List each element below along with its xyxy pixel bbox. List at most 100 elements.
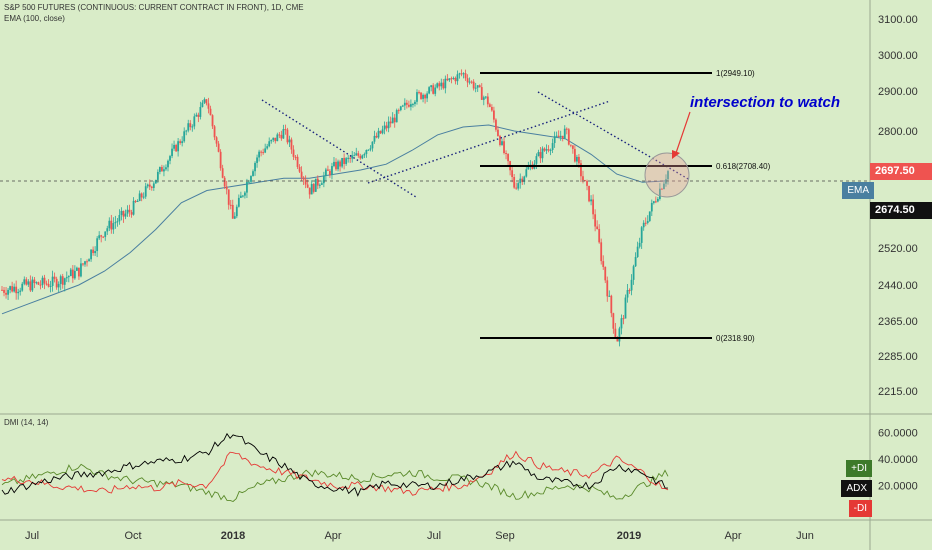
candle-body — [519, 178, 522, 184]
candle-body — [146, 184, 149, 187]
ema-legend[interactable]: EMA (100, close) — [4, 14, 65, 23]
candle-body — [385, 125, 388, 129]
candle-body — [262, 152, 265, 154]
dmi-axis[interactable]: 60.0000 40.0000 20.0000 — [878, 428, 918, 493]
candle-body — [405, 102, 408, 105]
candle-body — [84, 261, 86, 265]
candle-body — [78, 267, 80, 277]
candle-body — [612, 313, 615, 329]
annotation-arrow — [675, 111, 691, 154]
candle-body — [397, 110, 400, 112]
candle-body — [576, 156, 578, 162]
candle-body — [39, 284, 42, 286]
candle-body — [659, 188, 661, 199]
candle-body — [270, 139, 273, 142]
price-tick-label: 2520.00 — [878, 243, 918, 255]
candle-body — [474, 87, 477, 89]
candle-body — [620, 318, 623, 329]
candle-body — [353, 155, 356, 157]
candle-body — [51, 276, 54, 286]
time-axis[interactable]: Jul Oct 2018 Apr Jul Sep 2019 Apr Jun — [25, 530, 814, 542]
candle-body — [47, 283, 50, 287]
candle-body — [308, 187, 311, 195]
candle-body — [88, 259, 90, 262]
candle-body — [73, 270, 76, 279]
candle-body — [407, 104, 410, 107]
ema-line[interactable] — [1, 124, 669, 315]
candle-body — [37, 282, 40, 285]
minus-di-line[interactable] — [1, 450, 669, 496]
candle-body — [21, 283, 24, 291]
candle-body — [310, 184, 313, 195]
fib-level-0-label: 0(2318.90) — [716, 334, 755, 343]
candle-body — [596, 226, 599, 230]
candle-body — [290, 139, 293, 150]
candle-body — [256, 157, 258, 163]
time-tick-label: Jun — [796, 530, 814, 542]
candle-body — [614, 328, 617, 338]
chart-title: S&P 500 FUTURES (CONTINUOUS: CURRENT CON… — [4, 3, 304, 12]
candle-body — [179, 141, 182, 144]
fib-retracement[interactable]: 1(2949.10) 0.618(2708.40) 0(2318.90) — [480, 69, 771, 343]
price-tick-label: 2900.00 — [878, 86, 918, 98]
candle-body — [440, 82, 443, 87]
candle-body — [142, 196, 145, 198]
candle-body — [292, 149, 295, 157]
candle-body — [296, 156, 299, 167]
downtrend-line-2019[interactable] — [537, 91, 691, 181]
candle-body — [80, 263, 82, 277]
candle-body — [389, 121, 392, 124]
candle-body — [128, 209, 131, 213]
candle-body — [300, 171, 303, 178]
dmi-tick-label: 60.0000 — [878, 428, 918, 440]
candle-body — [476, 85, 479, 88]
candle-body — [377, 130, 380, 138]
candle-body — [67, 276, 70, 278]
fib-level-1-label: 1(2949.10) — [716, 69, 755, 78]
candle-body — [355, 153, 358, 156]
candle-body — [525, 169, 528, 177]
candle-body — [363, 154, 366, 156]
candle-body — [203, 99, 206, 103]
candle-body — [590, 199, 592, 202]
candle-body — [280, 135, 283, 139]
candle-body — [561, 135, 564, 139]
candle-body — [638, 242, 641, 247]
candle-body — [5, 292, 7, 295]
candle-body — [448, 78, 451, 81]
candle-body — [266, 146, 269, 149]
candle-body — [15, 286, 18, 294]
candle-body — [403, 102, 406, 106]
candle-body — [191, 126, 194, 128]
candle-body — [517, 183, 520, 189]
dmi-legend[interactable]: DMI (14, 14) — [4, 418, 49, 427]
candle-body — [458, 73, 461, 75]
intersection-circle[interactable] — [644, 152, 690, 198]
candle-body — [61, 276, 64, 285]
candle-body — [511, 170, 514, 178]
candle-body — [426, 93, 429, 99]
candle-body — [507, 153, 509, 162]
plus-di-badge: +DI — [846, 460, 872, 477]
candle-body — [195, 114, 198, 117]
candle-body — [559, 135, 562, 138]
candle-body — [213, 126, 216, 138]
candle-body — [167, 160, 169, 168]
candle-body — [567, 129, 570, 145]
candle-body — [616, 337, 619, 342]
candle-body — [199, 106, 202, 117]
candle-body — [71, 269, 74, 279]
candle-body — [369, 148, 372, 150]
candle-body — [104, 231, 107, 237]
candle-body — [136, 201, 139, 203]
candle-body — [7, 289, 9, 295]
candle-body — [27, 281, 30, 285]
adx-line[interactable] — [1, 432, 669, 497]
candle-body — [553, 136, 556, 144]
candle-body — [337, 161, 339, 170]
candle-body — [468, 81, 471, 83]
uptrend-line-2018[interactable] — [367, 100, 611, 184]
time-tick-label: Apr — [724, 530, 741, 542]
plus-di-line[interactable] — [1, 463, 669, 503]
